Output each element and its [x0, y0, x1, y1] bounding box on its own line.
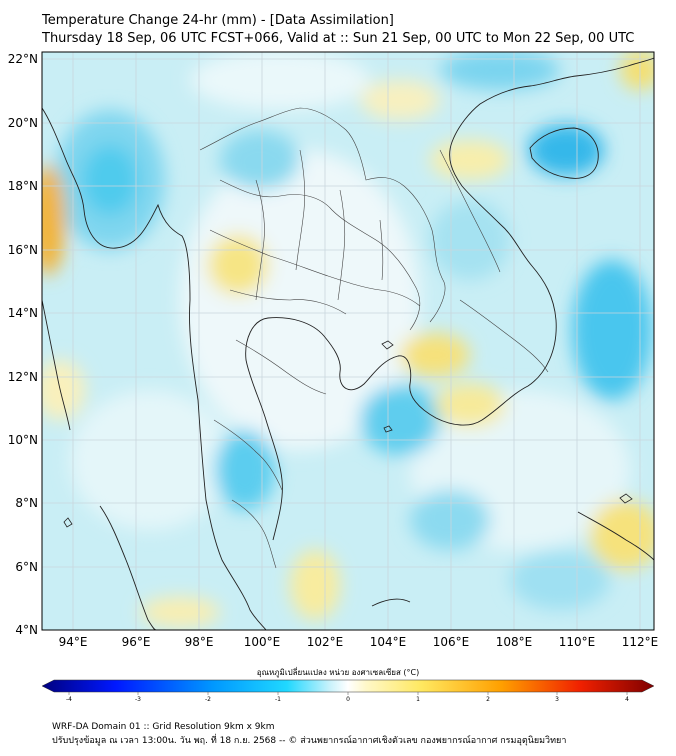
lon-tick-94: 94°E — [59, 635, 88, 649]
lat-tick-12: 12°N — [8, 370, 38, 384]
colorbar-bar — [41, 679, 655, 693]
lon-tick-98: 98°E — [185, 635, 214, 649]
lat-tick-20: 20°N — [8, 116, 38, 130]
colorbar-tick-label: -2 — [205, 696, 211, 703]
colorbar-tick-label: -1 — [275, 696, 281, 703]
footer-line-1: WRF-DA Domain 01 :: Grid Resolution 9km … — [52, 722, 275, 732]
lon-tick-112: 112°E — [622, 635, 659, 649]
lat-tick-18: 18°N — [8, 179, 38, 193]
lon-tick-110: 110°E — [559, 635, 596, 649]
lon-tick-labels: 94°E 96°E 98°E 100°E 102°E 104°E 106°E 1… — [59, 635, 659, 649]
lat-tick-4: 4°N — [15, 623, 38, 637]
lat-tick-8: 8°N — [15, 496, 38, 510]
lat-tick-22: 22°N — [8, 52, 38, 66]
footer: WRF-DA Domain 01 :: Grid Resolution 9km … — [52, 720, 566, 748]
lon-tick-100: 100°E — [244, 635, 281, 649]
lat-tick-6: 6°N — [15, 560, 38, 574]
lon-tick-104: 104°E — [370, 635, 407, 649]
lat-tick-10: 10°N — [8, 433, 38, 447]
colorbar-tick-label: 1 — [416, 696, 420, 703]
colorbar-label: อุณหภูมิเปลี่ยนแปลง หน่วย องศาเซลเซียส (… — [256, 668, 420, 677]
borders — [199, 107, 549, 569]
lat-tick-16: 16°N — [8, 243, 38, 257]
map-frame — [41, 51, 655, 631]
lon-tick-106: 106°E — [433, 635, 470, 649]
colorbar-tick-label: -4 — [66, 696, 72, 703]
lon-tick-102: 102°E — [307, 635, 344, 649]
title-line-1: Temperature Change 24-hr (mm) - [Data As… — [42, 13, 394, 28]
lon-tick-96: 96°E — [122, 635, 151, 649]
lon-tick-108: 108°E — [496, 635, 533, 649]
colorbar-tick-label: 4 — [625, 696, 629, 703]
map-title: Temperature Change 24-hr (mm) - [Data As… — [42, 12, 634, 48]
colorbar-tick-label: 2 — [486, 696, 490, 703]
colorbar-ticks — [68, 692, 628, 695]
coastlines — [42, 57, 654, 630]
colorbar-tick-label: 3 — [555, 696, 559, 703]
footer-line-2: ปรับปรุงข้อมูล ณ เวลา 13:00น. วัน พฤ. ที… — [52, 736, 567, 746]
islands — [63, 340, 633, 528]
lat-tick-labels: 4°N 6°N 8°N 10°N 12°N 14°N 16°N 18°N 20°… — [8, 52, 38, 637]
lat-tick-14: 14°N — [8, 306, 38, 320]
colorbar: -4 -3 -2 -1 0 1 2 3 4 — [41, 679, 655, 703]
colorbar-tick-label: 0 — [346, 696, 350, 703]
title-line-2: Thursday 18 Sep, 06 UTC FCST+066, Valid … — [42, 31, 635, 46]
colorbar-tick-label: -3 — [135, 696, 141, 703]
temperature-field — [42, 52, 654, 630]
